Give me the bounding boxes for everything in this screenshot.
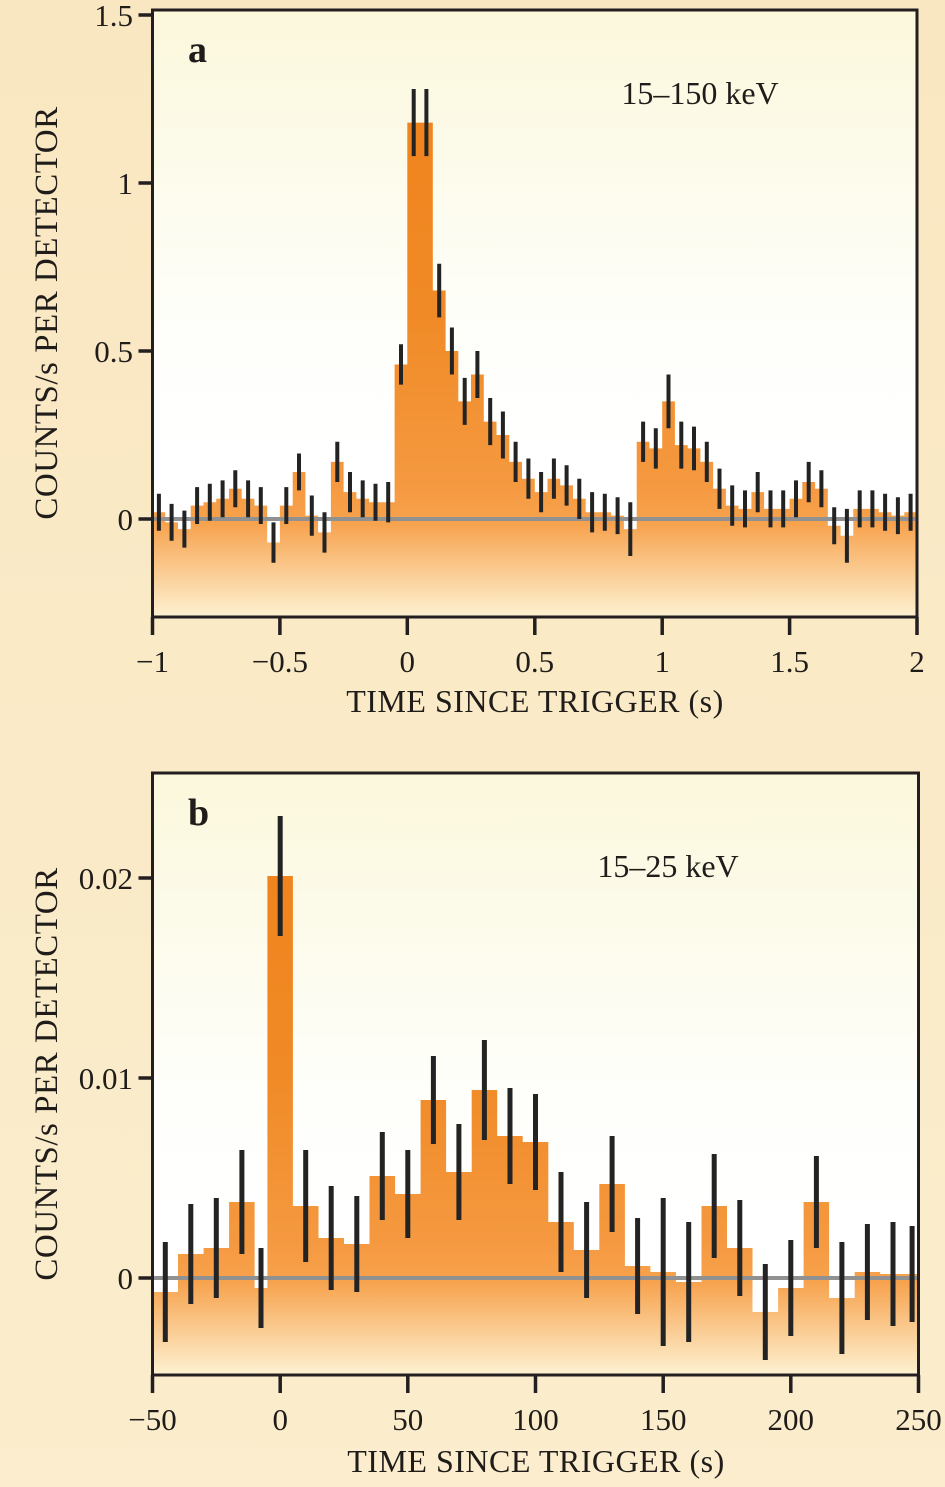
x-tick-label: −50 — [128, 1402, 176, 1437]
x-tick-label: −1 — [136, 644, 169, 679]
y-tick-label: 1.5 — [94, 0, 133, 33]
panel-a-letter: a — [188, 29, 207, 71]
panel-b: −50 0 50 100 150 200 250 0 0.01 0.02 COUNTS/s PER… — [29, 771, 942, 1479]
x-tick-label: 150 — [640, 1402, 687, 1437]
y-tick-label: 0 — [118, 1261, 134, 1296]
panel-a-x-axis-title: TIME SINCE TRIGGER (s) — [346, 683, 724, 719]
panel-b-y-axis-title: COUNTS/s PER DETECTOR — [29, 867, 65, 1280]
panel-a-energy-band-label: 15–150 keV — [621, 75, 778, 111]
x-tick-label: 250 — [895, 1402, 942, 1437]
histogram-fill — [152, 876, 919, 1375]
y-tick-label: 1 — [118, 166, 134, 201]
panel-b-plot-area: −50 0 50 100 150 200 250 0 0.01 0.02 — [79, 771, 942, 1437]
y-tick-label: 0.01 — [79, 1061, 133, 1096]
x-tick-marks — [150, 1375, 921, 1393]
x-tick-label: 0.5 — [515, 644, 554, 679]
x-tick-label: 0 — [272, 1402, 288, 1437]
panel-b-letter: b — [188, 792, 209, 834]
x-tick-label: 200 — [768, 1402, 815, 1437]
error-bars — [162, 816, 915, 1360]
x-tick-label: 0 — [400, 644, 416, 679]
y-tick-label: 0.5 — [94, 334, 133, 369]
y-tick-label: 0.02 — [79, 861, 133, 896]
panel-b-energy-band-label: 15–25 keV — [597, 848, 738, 884]
histogram-fill — [152, 122, 917, 617]
panel-b-x-axis-title: TIME SINCE TRIGGER (s) — [347, 1443, 725, 1479]
y-tick-marks — [138, 876, 153, 1280]
x-tick-label: 100 — [512, 1402, 559, 1437]
y-tick-marks — [138, 13, 153, 521]
x-tick-marks — [150, 617, 919, 635]
error-bars — [156, 89, 913, 563]
panel-a-y-axis-title: COUNTS/s PER DETECTOR — [29, 106, 65, 519]
x-tick-label: −0.5 — [252, 644, 308, 679]
panel-a: −1 −0.5 0 0.5 1 1.5 2 0 0.5 1 1.5 COUNTS/s PER DET… — [29, 0, 925, 719]
x-tick-label: 50 — [392, 1402, 423, 1437]
y-tick-label: 0 — [118, 502, 134, 537]
panel-a-plot-area: −1 −0.5 0 0.5 1 1.5 2 0 0.5 1 1.5 — [94, 0, 925, 679]
x-tick-label: 1.5 — [770, 644, 809, 679]
x-tick-label: 2 — [909, 644, 925, 679]
x-tick-label: 1 — [654, 644, 670, 679]
